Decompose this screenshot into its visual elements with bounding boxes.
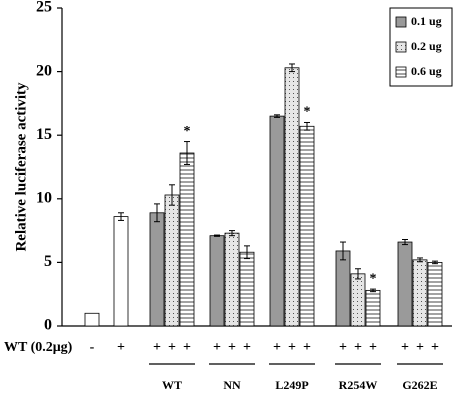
treatment-sign: + — [369, 340, 377, 355]
error-bar — [432, 260, 438, 265]
bar — [284, 67, 300, 327]
treatment-sign: + — [183, 340, 191, 355]
error-bar — [370, 288, 376, 293]
error-bar — [402, 239, 408, 246]
bar — [179, 152, 195, 327]
error-bar — [184, 141, 190, 165]
treatment-sign: + — [243, 340, 251, 355]
treatment-sign: + — [288, 340, 296, 355]
bar — [149, 212, 165, 327]
significance-mark: * — [184, 124, 191, 139]
treatment-sign: + — [228, 340, 236, 355]
error-bar — [244, 245, 250, 260]
bar — [427, 261, 443, 327]
x-tick-label: R254W — [339, 378, 378, 392]
treatment-sign: + — [153, 340, 161, 355]
legend-label: 0.1 ug — [411, 14, 442, 28]
y-tick-label: 0 — [44, 317, 52, 334]
y-tick-label: 25 — [36, 0, 52, 16]
legend-swatch — [395, 16, 407, 28]
error-bar — [214, 234, 220, 237]
treatment-sign: + — [401, 340, 409, 355]
error-bar — [154, 203, 160, 223]
treatment-sign: + — [416, 340, 424, 355]
treatment-sign: + — [339, 340, 347, 355]
x-tick-label: WT — [162, 378, 182, 392]
treatment-sign: + — [303, 340, 311, 355]
bar — [397, 241, 413, 327]
x-tick-label: G262E — [402, 378, 437, 392]
treatment-sign: + — [213, 340, 221, 355]
significance-mark: * — [304, 105, 311, 120]
bar — [209, 235, 225, 327]
legend-label: 0.6 ug — [411, 64, 442, 78]
error-bar — [355, 268, 361, 280]
y-axis-label: Relative luciferase activity — [13, 82, 29, 252]
legend-label: 0.2 ug — [411, 39, 442, 53]
error-bar — [169, 184, 175, 206]
error-bar — [274, 114, 280, 118]
y-tick-label: 20 — [36, 62, 52, 79]
legend-swatch — [395, 41, 407, 53]
treatment-label: WT (0.2μg) — [4, 340, 73, 355]
error-bar — [340, 241, 346, 261]
bar — [239, 251, 255, 327]
treatment-sign: + — [168, 340, 176, 355]
bar — [350, 273, 366, 327]
y-tick-label: 5 — [44, 253, 52, 270]
error-bar — [304, 121, 310, 131]
error-bar — [118, 212, 124, 221]
significance-mark: * — [370, 271, 377, 286]
treatment-sign: + — [431, 340, 439, 355]
error-bar — [417, 257, 423, 263]
bar — [113, 216, 129, 327]
bar — [365, 289, 381, 327]
treatment-sign: + — [117, 340, 125, 355]
bar — [224, 232, 240, 327]
y-tick-label: 15 — [36, 126, 52, 143]
x-tick-label: L249P — [275, 378, 308, 392]
bar — [269, 115, 285, 327]
treatment-sign: + — [354, 340, 362, 355]
bar — [412, 259, 428, 327]
error-bar — [229, 230, 235, 237]
bar — [299, 125, 315, 327]
bar — [84, 312, 100, 327]
treatment-sign: - — [90, 340, 95, 355]
bar — [335, 250, 351, 327]
legend-swatch — [395, 66, 407, 78]
y-tick-label: 10 — [36, 189, 52, 206]
bar — [164, 194, 180, 327]
error-bar — [289, 63, 295, 73]
treatment-sign: + — [273, 340, 281, 355]
x-tick-label: NN — [223, 378, 241, 392]
